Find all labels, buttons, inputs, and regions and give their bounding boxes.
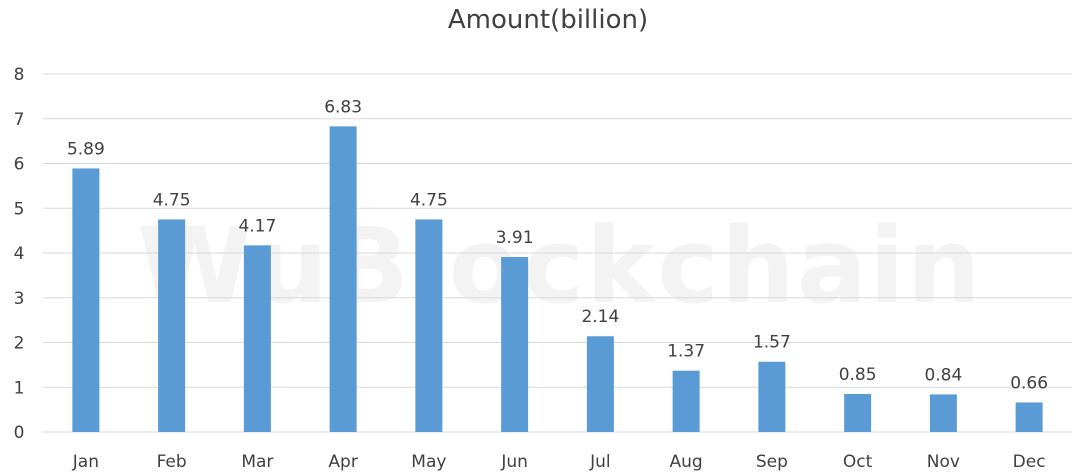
data-label-mar: 4.17 [238, 216, 276, 236]
bar-feb [158, 219, 186, 432]
bar-aug [672, 370, 700, 432]
bar-jun [501, 257, 529, 432]
gridlines [43, 73, 1072, 433]
data-label-feb: 4.75 [153, 190, 191, 210]
x-tick-label-nov: Nov [927, 452, 960, 472]
data-label-oct: 0.85 [839, 365, 877, 385]
data-label-may: 4.75 [410, 190, 448, 210]
y-tick-label: 8 [14, 65, 25, 85]
data-label-nov: 0.84 [924, 365, 962, 385]
y-tick-label: 4 [14, 244, 25, 264]
y-tick-label: 5 [14, 199, 25, 219]
y-axis-ticks: 0 1 2 3 4 5 6 7 8 [14, 65, 25, 443]
x-tick-label-mar: Mar [241, 452, 273, 472]
bar-sep [758, 361, 786, 432]
x-tick-label-sep: Sep [756, 452, 788, 472]
x-tick-label-jun: Jun [500, 452, 528, 472]
bars [72, 126, 1043, 433]
x-axis-ticks: Jan Feb Mar Apr May Jun Jul Aug Sep Oct Nov Dec [72, 452, 1046, 472]
y-tick-label: 3 [14, 289, 25, 309]
data-label-apr: 6.83 [324, 97, 362, 117]
y-tick-label: 1 [14, 378, 25, 398]
x-tick-label-apr: Apr [328, 452, 357, 472]
data-label-dec: 0.66 [1010, 373, 1048, 393]
data-label-sep: 1.57 [753, 333, 791, 353]
x-tick-label-aug: Aug [670, 452, 703, 472]
data-label-aug: 1.37 [667, 342, 705, 362]
bar-nov [929, 394, 957, 432]
bar-apr [329, 126, 357, 433]
bar-dec [1015, 402, 1043, 432]
y-tick-label: 0 [14, 423, 25, 443]
bar-oct [844, 393, 872, 432]
data-label-jun: 3.91 [496, 228, 534, 248]
data-labels: 5.89 4.75 4.17 6.83 4.75 3.91 2.14 1.37 1.57 0.85… [67, 97, 1048, 393]
chart-title: Amount(billion) [448, 5, 648, 35]
x-tick-label-dec: Dec [1013, 452, 1046, 472]
bar-may [415, 219, 443, 432]
y-tick-label: 6 [14, 155, 25, 175]
watermark: WuBlockchain [137, 205, 983, 327]
y-tick-label: 2 [14, 334, 25, 354]
data-label-jan: 5.89 [67, 139, 105, 159]
x-tick-label-jul: Jul [589, 452, 611, 472]
bar-jul [586, 336, 614, 432]
bar-mar [243, 245, 271, 432]
x-tick-label-feb: Feb [157, 452, 187, 472]
x-tick-label-jan: Jan [72, 452, 99, 472]
bar-jan [72, 168, 100, 433]
data-label-jul: 2.14 [581, 307, 619, 327]
x-tick-label-may: May [411, 452, 446, 472]
y-tick-label: 7 [14, 110, 25, 130]
x-tick-label-oct: Oct [843, 452, 873, 472]
